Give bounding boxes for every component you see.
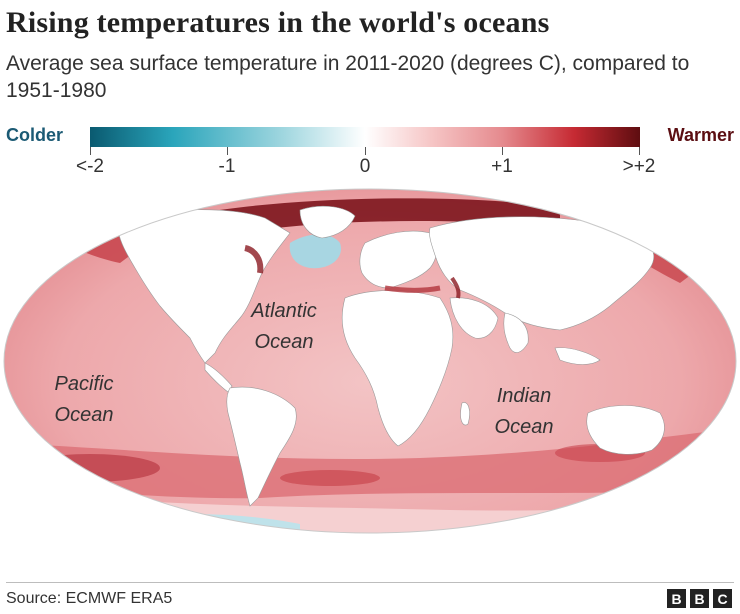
africa [341, 290, 454, 447]
legend-colorbar [90, 127, 640, 147]
legend-tick [639, 147, 640, 155]
greenland [299, 205, 356, 239]
legend-tick-label: +1 [491, 156, 513, 177]
mediterranean-hot [384, 285, 441, 293]
source-credit: Source: ECMWF ERA5 [6, 590, 173, 607]
chart-title: Rising temperatures in the world's ocean… [6, 6, 550, 39]
southeast-asia-islands [554, 347, 601, 365]
legend-warmer-label: Warmer [667, 125, 734, 145]
south-atlantic-hot-patch [280, 470, 380, 486]
europe [359, 230, 438, 289]
antarctica [0, 537, 740, 576]
madagascar [460, 402, 470, 426]
north-atlantic-cold-patch [289, 234, 341, 269]
bbc-logo-block: B [690, 589, 709, 608]
pacific-label-line2: Ocean [55, 404, 114, 426]
legend-tick-label: >+2 [622, 156, 656, 177]
legend-tick [227, 147, 228, 155]
chart-subtitle: Average sea surface temperature in 2011-… [6, 52, 690, 102]
india [503, 312, 529, 353]
bbc-logo: B B C [667, 589, 732, 608]
south-america [226, 386, 297, 507]
legend-tick [365, 147, 366, 155]
gulf-stream-hot [244, 245, 264, 274]
legend-tick-label: -1 [218, 156, 236, 177]
indian-label-line1: Indian [497, 385, 552, 407]
new-zealand [677, 455, 686, 473]
pacific-hot-patch [20, 454, 160, 482]
legend-tick [90, 147, 91, 155]
legend-tick-label: <-2 [76, 156, 104, 177]
atlantic-label-line2: Ocean [255, 331, 314, 353]
legend-colder-label: Colder [6, 125, 64, 145]
pacific-label-line1: Pacific [55, 373, 114, 395]
world-map: Atlantic Ocean Pacific Ocean Indian Ocea… [0, 188, 740, 576]
australia [586, 405, 665, 455]
globe-outline [3, 188, 737, 534]
bbc-logo-block: C [713, 589, 732, 608]
arctic-extreme-band [200, 198, 560, 233]
arabian-peninsula [449, 297, 499, 339]
legend-tick-label: 0 [359, 156, 371, 177]
atlantic-label-line1: Atlantic [250, 300, 317, 322]
southern-ocean-warm-band [4, 428, 736, 499]
land-masses [0, 205, 740, 576]
footer-divider [6, 582, 734, 583]
caspian-black-sea-hot [450, 276, 461, 299]
indian-label-line2: Ocean [495, 416, 554, 438]
legend-tick [502, 147, 503, 155]
bbc-logo-block: B [667, 589, 686, 608]
